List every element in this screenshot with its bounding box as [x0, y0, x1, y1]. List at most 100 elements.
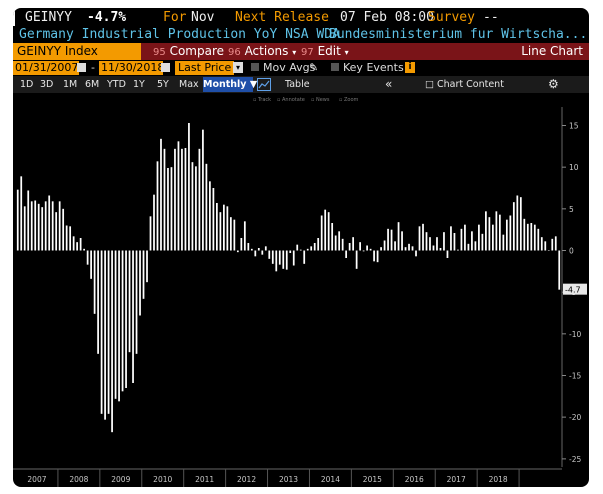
frequency-select[interactable]: Monthly ▼ [203, 77, 257, 92]
key-events-label[interactable]: Key Events [343, 61, 404, 74]
chart-tool-annotate[interactable]: ▫ Annotate [277, 97, 305, 103]
data-bar [114, 250, 117, 399]
data-bar [313, 243, 316, 251]
chart-panel[interactable]: ▫ Track▫ Annotate▫ News▫ Zoom151050-5-10… [13, 93, 589, 487]
edit-button[interactable]: 97 Edit ▾ [301, 43, 349, 60]
data-bar [174, 148, 176, 251]
data-bar [62, 208, 65, 251]
data-bar [264, 246, 267, 251]
ticker-symbol[interactable]: GEINYY [25, 10, 72, 25]
x-tick-label: 2008 [69, 475, 88, 484]
data-bar [69, 226, 72, 251]
chart-content-icon: □ [425, 79, 434, 90]
data-bar [478, 224, 480, 251]
calendar-icon[interactable] [161, 63, 170, 72]
data-bar [523, 218, 526, 251]
data-bar [348, 243, 351, 251]
period-button-1m[interactable]: 1M [63, 79, 78, 90]
data-bar [457, 249, 459, 251]
date-controls: 01/31/2007 - 11/30/2018 Last Price ▾ Mov… [13, 60, 589, 76]
for-label: For [163, 10, 187, 25]
data-bar [498, 214, 501, 251]
next-release-value: 07 Feb 08:00 [340, 10, 434, 25]
data-bar [34, 200, 37, 251]
data-bar [519, 197, 522, 251]
data-bar [460, 228, 463, 251]
survey-value: -- [483, 10, 499, 25]
data-bar [537, 228, 540, 251]
data-bar [275, 250, 278, 272]
next-release-label: Next Release [235, 10, 329, 25]
period-button-max[interactable]: Max [179, 79, 199, 90]
x-tick-label: 2011 [195, 475, 214, 484]
data-bar [30, 201, 33, 251]
data-bar [285, 250, 288, 270]
data-bar [72, 236, 75, 251]
compare-button[interactable]: 95 Compare [153, 43, 224, 60]
x-tick-label: 2017 [447, 475, 466, 484]
actions-button[interactable]: 96 Actions ▾ [228, 43, 296, 60]
data-bar [485, 211, 487, 251]
data-bar [432, 245, 435, 251]
data-bar [107, 250, 110, 414]
dropdown-arrow-icon[interactable]: ▾ [233, 62, 243, 73]
calendar-icon[interactable] [77, 63, 86, 72]
chart-type-label[interactable]: Line Chart [521, 44, 583, 58]
period-button-1y[interactable]: 1Y [133, 79, 145, 90]
period-button-1d[interactable]: 1D [20, 79, 34, 90]
mov-avgs-checkbox[interactable] [251, 63, 259, 71]
period-button-6m[interactable]: 6M [85, 79, 100, 90]
key-events-icon[interactable]: i [405, 62, 415, 73]
end-date-input[interactable]: 11/30/2018 [99, 61, 165, 75]
key-events-checkbox[interactable] [331, 63, 339, 71]
chart-tool-track[interactable]: ▫ Track [253, 97, 271, 103]
mov-avgs-label[interactable]: Mov Avgs [263, 61, 316, 74]
data-bar [125, 250, 127, 388]
data-bar [184, 148, 187, 251]
period-button-3d[interactable]: 3D [40, 79, 54, 90]
chart-content-button[interactable]: □ Chart Content [425, 76, 504, 93]
data-bar [142, 250, 145, 299]
data-bar [474, 241, 477, 251]
chart-tool-zoom[interactable]: ▫ Zoom [339, 97, 359, 103]
field-select[interactable]: Last Price [175, 61, 234, 75]
data-source: Bundesministerium fur Wirtscha... [329, 27, 588, 42]
data-bar [516, 195, 519, 251]
x-tick-label: 2007 [27, 475, 46, 484]
data-bar [299, 249, 302, 251]
data-bar [408, 243, 410, 251]
data-bar [387, 228, 389, 251]
pencil-icon[interactable]: ✎ [309, 61, 319, 74]
data-bar [268, 250, 271, 259]
data-bar [338, 231, 341, 251]
data-bar [481, 233, 484, 251]
edit-label: Edit [317, 44, 341, 58]
bar-chart[interactable]: ▫ Track▫ Annotate▫ News▫ Zoom151050-5-10… [13, 93, 589, 487]
data-bar [202, 129, 204, 251]
data-bar [216, 203, 218, 251]
data-bar [390, 229, 393, 251]
data-bar [425, 232, 428, 251]
start-date-input[interactable]: 01/31/2007 [13, 61, 79, 75]
table-button[interactable]: Table [285, 79, 310, 90]
chart-tool-news[interactable]: ▫ News [311, 97, 330, 103]
collapse-icon[interactable]: « [385, 77, 393, 91]
data-bar [181, 148, 183, 251]
data-bar [195, 166, 197, 251]
data-bar [135, 250, 138, 354]
data-bar [191, 162, 194, 251]
data-bar [526, 223, 529, 251]
survey-label: Survey [428, 10, 475, 25]
line-chart-icon[interactable] [257, 78, 271, 91]
security-field[interactable]: GEINYY Index [13, 43, 141, 60]
data-bar [132, 250, 134, 383]
series-description: Germany Industrial Production YoY NSA WD… [19, 27, 340, 42]
dropdown-arrow-icon: ▼ [249, 79, 258, 90]
data-bar [20, 176, 23, 251]
period-button-ytd[interactable]: YTD [107, 79, 126, 90]
last-value-box [563, 283, 587, 295]
data-bar [540, 237, 543, 251]
period-button-5y[interactable]: 5Y [157, 79, 169, 90]
gear-icon[interactable]: ⚙ [548, 77, 559, 91]
data-bar [345, 250, 348, 258]
